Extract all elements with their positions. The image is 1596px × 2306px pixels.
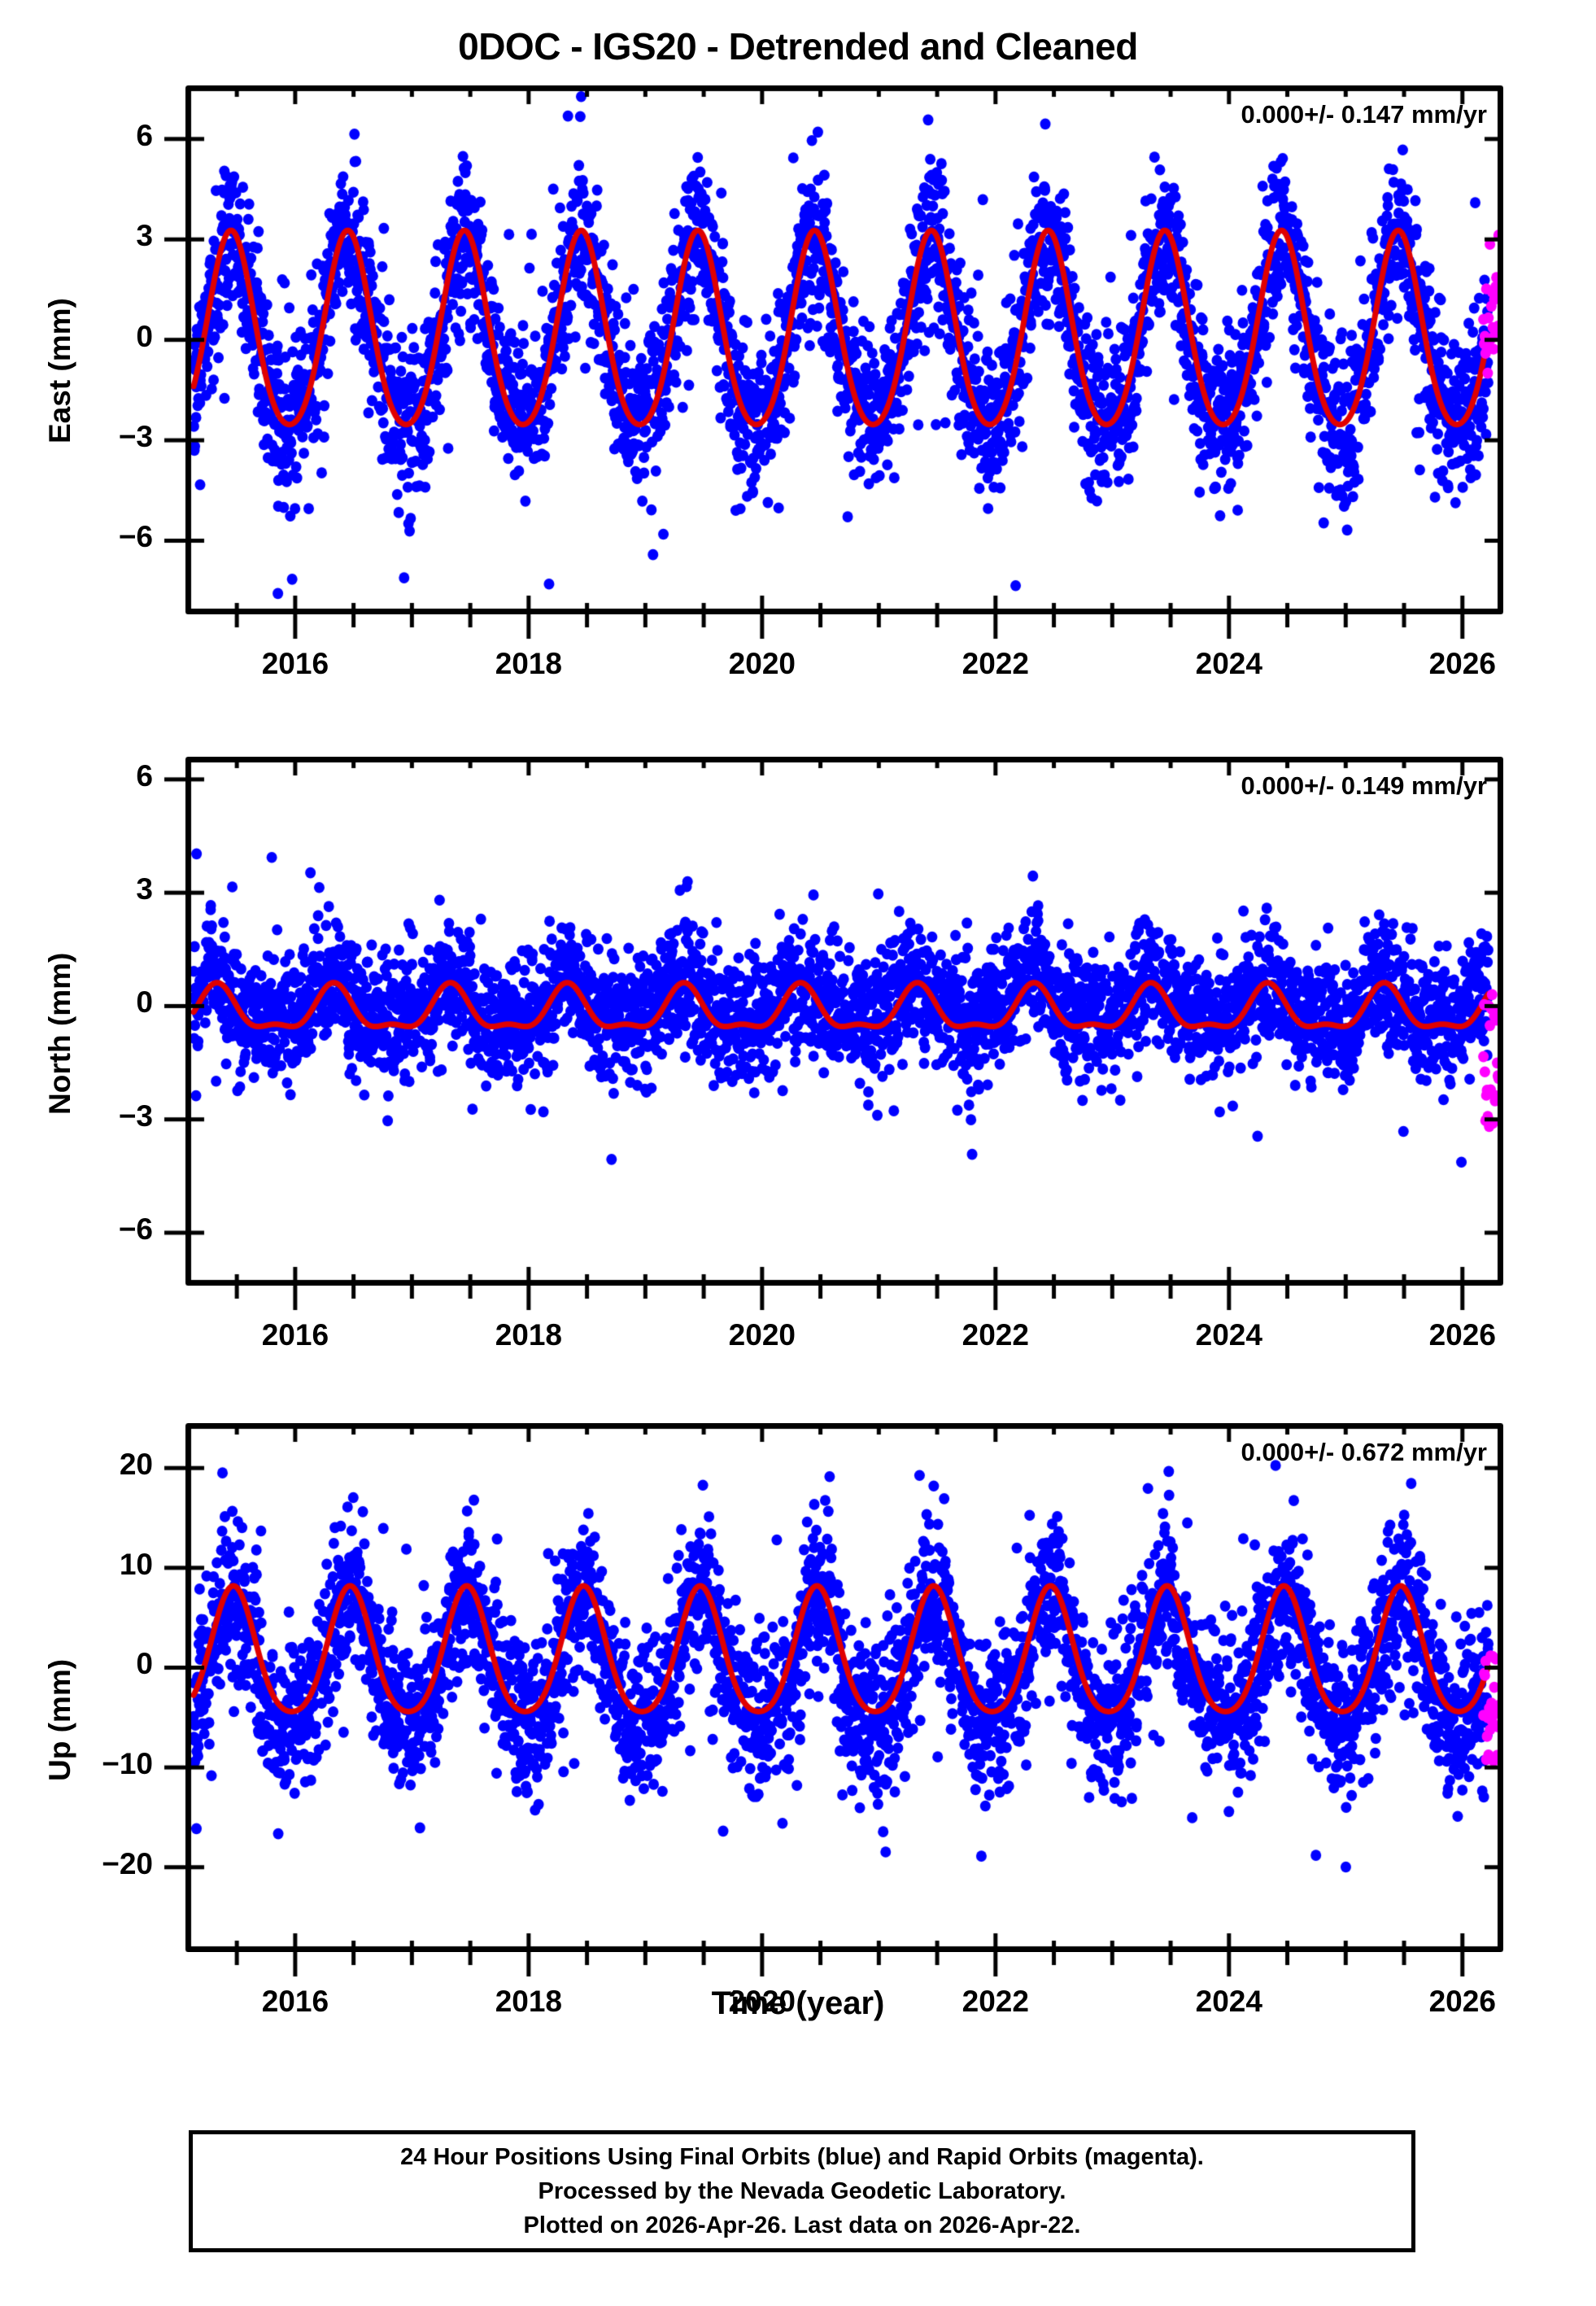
east-x-tick-label: 2018 [495,647,563,680]
up-x-tick-label: 2016 [261,1985,329,2018]
caption-line-3: Plotted on 2026-Apr-26. Last data on 202… [523,2212,1081,2239]
north-plot-canvas [185,757,1503,1286]
up-rate-annotation: 0.000+/- 0.672 mm/yr [1241,1438,1487,1466]
up-plot-canvas [185,1423,1503,1952]
north-y-tick-label: 3 [136,872,153,906]
up-x-tick-label: 2018 [495,1985,563,2018]
up-y-tick-marks [161,1423,185,1952]
up-x-tick-label: 2024 [1195,1985,1262,2018]
up-y-tick-label: −20 [102,1846,153,1880]
north-y-tick-label: −6 [118,1212,153,1246]
north-x-tick-label: 2018 [495,1318,563,1352]
north-y-tick-label: 0 [136,985,153,1020]
caption-box: 24 Hour Positions Using Final Orbits (bl… [189,2130,1415,2252]
north-x-tick-label: 2022 [962,1318,1029,1352]
page-title: 0DOC - IGS20 - Detrended and Cleaned [458,25,1138,68]
up-y-tick-label: −10 [102,1747,153,1781]
east-rate-annotation: 0.000+/- 0.147 mm/yr [1241,100,1487,129]
north-x-tick-marks [185,1286,1503,1313]
east-x-tick-label: 2022 [962,647,1029,680]
east-plot-canvas [185,85,1503,614]
up-x-tick-label: 2020 [728,1985,796,2018]
north-y-axis-label: North (mm) [43,952,76,1115]
north-x-tick-label: 2020 [728,1318,796,1352]
up-x-tick-label: 2022 [962,1985,1029,2018]
east-y-tick-marks [161,85,185,614]
chart-panel-north [185,757,1503,1286]
north-x-tick-label: 2024 [1195,1318,1262,1352]
east-x-tick-label: 2016 [261,647,329,680]
caption-line-2: Processed by the Nevada Geodetic Laborat… [538,2177,1066,2204]
east-x-tick-label: 2020 [728,647,796,680]
caption-line-1: 24 Hour Positions Using Final Orbits (bl… [400,2143,1204,2170]
up-x-tick-marks [185,1952,1503,1980]
north-y-tick-label: −3 [118,1098,153,1133]
up-y-tick-label: 0 [136,1647,153,1681]
up-x-tick-label: 2026 [1428,1985,1496,2018]
x-axis-label: Time (year) [711,1985,885,2021]
chart-panel-up [185,1423,1503,1952]
east-y-tick-label: 0 [136,319,153,353]
east-x-tick-label: 2026 [1428,647,1496,680]
east-x-tick-marks [185,614,1503,642]
north-x-tick-label: 2016 [261,1318,329,1352]
north-y-tick-marks [161,757,185,1286]
chart-panel-east [185,85,1503,614]
east-y-tick-label: 6 [136,118,153,152]
east-y-tick-label: −6 [118,520,153,554]
north-rate-annotation: 0.000+/- 0.149 mm/yr [1241,771,1487,800]
east-y-tick-label: 3 [136,219,153,253]
east-y-tick-label: −3 [118,420,153,454]
north-x-tick-label: 2026 [1428,1318,1496,1352]
north-y-tick-label: 6 [136,758,153,793]
east-x-tick-label: 2024 [1195,647,1262,680]
up-y-tick-label: 20 [119,1448,153,1482]
up-y-tick-label: 10 [119,1547,153,1581]
